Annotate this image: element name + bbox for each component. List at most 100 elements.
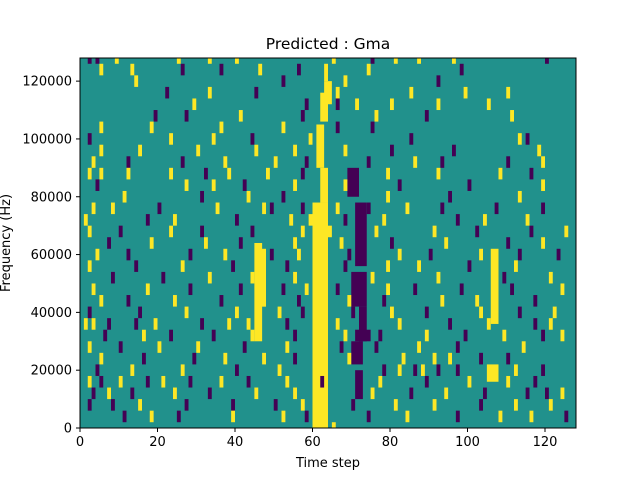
heatmap-cell — [87, 133, 92, 145]
heatmap-cell — [413, 156, 418, 168]
y-axis: 0 20000 40000 60000 80000 100000 120000 — [22, 75, 80, 437]
heatmap-cell — [238, 110, 243, 122]
heatmap-cell — [564, 410, 569, 423]
heatmap-cell — [235, 58, 239, 64]
heatmap-cell — [479, 248, 483, 261]
heatmap-cell — [424, 306, 429, 319]
heatmap-cell — [269, 202, 274, 215]
heatmap-cell — [424, 110, 429, 122]
x-axis-label: Time step — [295, 456, 360, 471]
heatmap-cell — [99, 121, 104, 134]
heatmap-cell — [200, 318, 204, 330]
heatmap-cell — [502, 329, 507, 342]
heatmap-cell — [378, 375, 383, 388]
heatmap-cell — [126, 295, 131, 307]
heatmap-cell — [347, 352, 352, 365]
heatmap-cell — [541, 329, 545, 342]
heatmap-cell — [343, 179, 348, 191]
heatmap-cell — [541, 237, 545, 249]
heatmap-cell — [293, 387, 297, 400]
heatmap-cell — [521, 341, 526, 353]
heatmap-cell — [502, 271, 507, 284]
heatmap-cell — [293, 329, 297, 342]
heatmap-cell — [254, 86, 259, 99]
heatmap-cell — [390, 98, 394, 111]
heatmap-cell — [254, 144, 259, 157]
heatmap-cell — [510, 110, 514, 122]
heatmap-cell — [165, 86, 170, 99]
heatmap-cell — [390, 237, 394, 249]
heatmap-cell — [514, 399, 518, 411]
heatmap-cell — [184, 306, 189, 319]
heatmap-cell — [126, 156, 131, 168]
heatmap-cell — [266, 167, 270, 180]
y-tick-label: 80000 — [31, 190, 72, 205]
heatmap-cell — [111, 399, 115, 411]
x-axis: 0 20 40 60 80 100 120 — [76, 428, 557, 450]
heatmap-cell — [242, 179, 247, 191]
heatmap-cell — [386, 283, 390, 296]
heatmap-cell — [207, 271, 212, 284]
heatmap-cell — [188, 375, 193, 388]
heatmap-cell — [258, 63, 263, 76]
heatmap-cell — [219, 295, 224, 307]
heatmap-cell — [169, 225, 173, 238]
heatmap-cell — [231, 260, 235, 272]
heatmap-cell — [355, 98, 359, 111]
heatmap-cell — [262, 352, 266, 365]
heatmap-cell — [107, 387, 111, 400]
heatmap-cell — [409, 133, 414, 145]
heatmap-cell — [293, 271, 297, 284]
heatmap-cells — [83, 58, 569, 428]
heatmap-cell — [169, 329, 173, 342]
heatmap-cell — [297, 295, 301, 307]
heatmap-cell — [455, 410, 460, 423]
heatmap-cell — [304, 410, 309, 423]
heatmap-cell — [130, 63, 135, 76]
heatmap-cell — [219, 63, 224, 76]
heatmap-cell — [413, 283, 418, 296]
heatmap-cell — [479, 352, 483, 365]
heatmap-cell — [219, 375, 224, 388]
heatmap-cell — [285, 318, 290, 330]
heatmap-cell — [331, 58, 336, 64]
heatmap-cell — [452, 144, 456, 157]
heatmap-cell — [401, 352, 406, 365]
heatmap-cell — [87, 375, 92, 388]
heatmap-cell — [211, 133, 216, 145]
heatmap-cell — [339, 237, 344, 249]
heatmap-cell — [300, 306, 305, 319]
heatmap-cell — [366, 202, 371, 215]
heatmap-cell — [250, 271, 255, 284]
heatmap-region — [355, 202, 367, 267]
heatmap-cell — [370, 271, 375, 284]
heatmap-cell — [111, 271, 115, 284]
heatmap-cell — [118, 341, 123, 353]
heatmap-region — [258, 248, 266, 307]
heatmap-cell — [281, 75, 286, 87]
heatmap-cell — [126, 167, 131, 180]
heatmap-cell — [300, 167, 305, 180]
heatmap-cell — [347, 248, 352, 261]
heatmap-cell — [196, 144, 201, 157]
heatmap-region — [320, 167, 328, 203]
heatmap-cell — [424, 375, 429, 388]
heatmap-cell — [297, 63, 301, 76]
heatmap-cell — [300, 225, 305, 238]
heatmap-cell — [386, 190, 390, 203]
heatmap-cell — [370, 387, 375, 400]
heatmap-cell — [374, 341, 379, 353]
heatmap-cell — [483, 214, 487, 226]
heatmap-cell — [238, 283, 243, 296]
heatmap-cell — [455, 341, 460, 353]
heatmap-cell — [262, 295, 266, 307]
heatmap-cell — [231, 399, 235, 411]
y-axis-label: Frequency (Hz) — [0, 194, 14, 292]
heatmap-cell — [448, 190, 452, 203]
heatmap-cell — [149, 237, 154, 249]
heatmap-cell — [180, 260, 185, 272]
heatmap-cell — [153, 110, 158, 122]
heatmap-cell — [486, 318, 491, 330]
heatmap-cell — [95, 248, 100, 261]
